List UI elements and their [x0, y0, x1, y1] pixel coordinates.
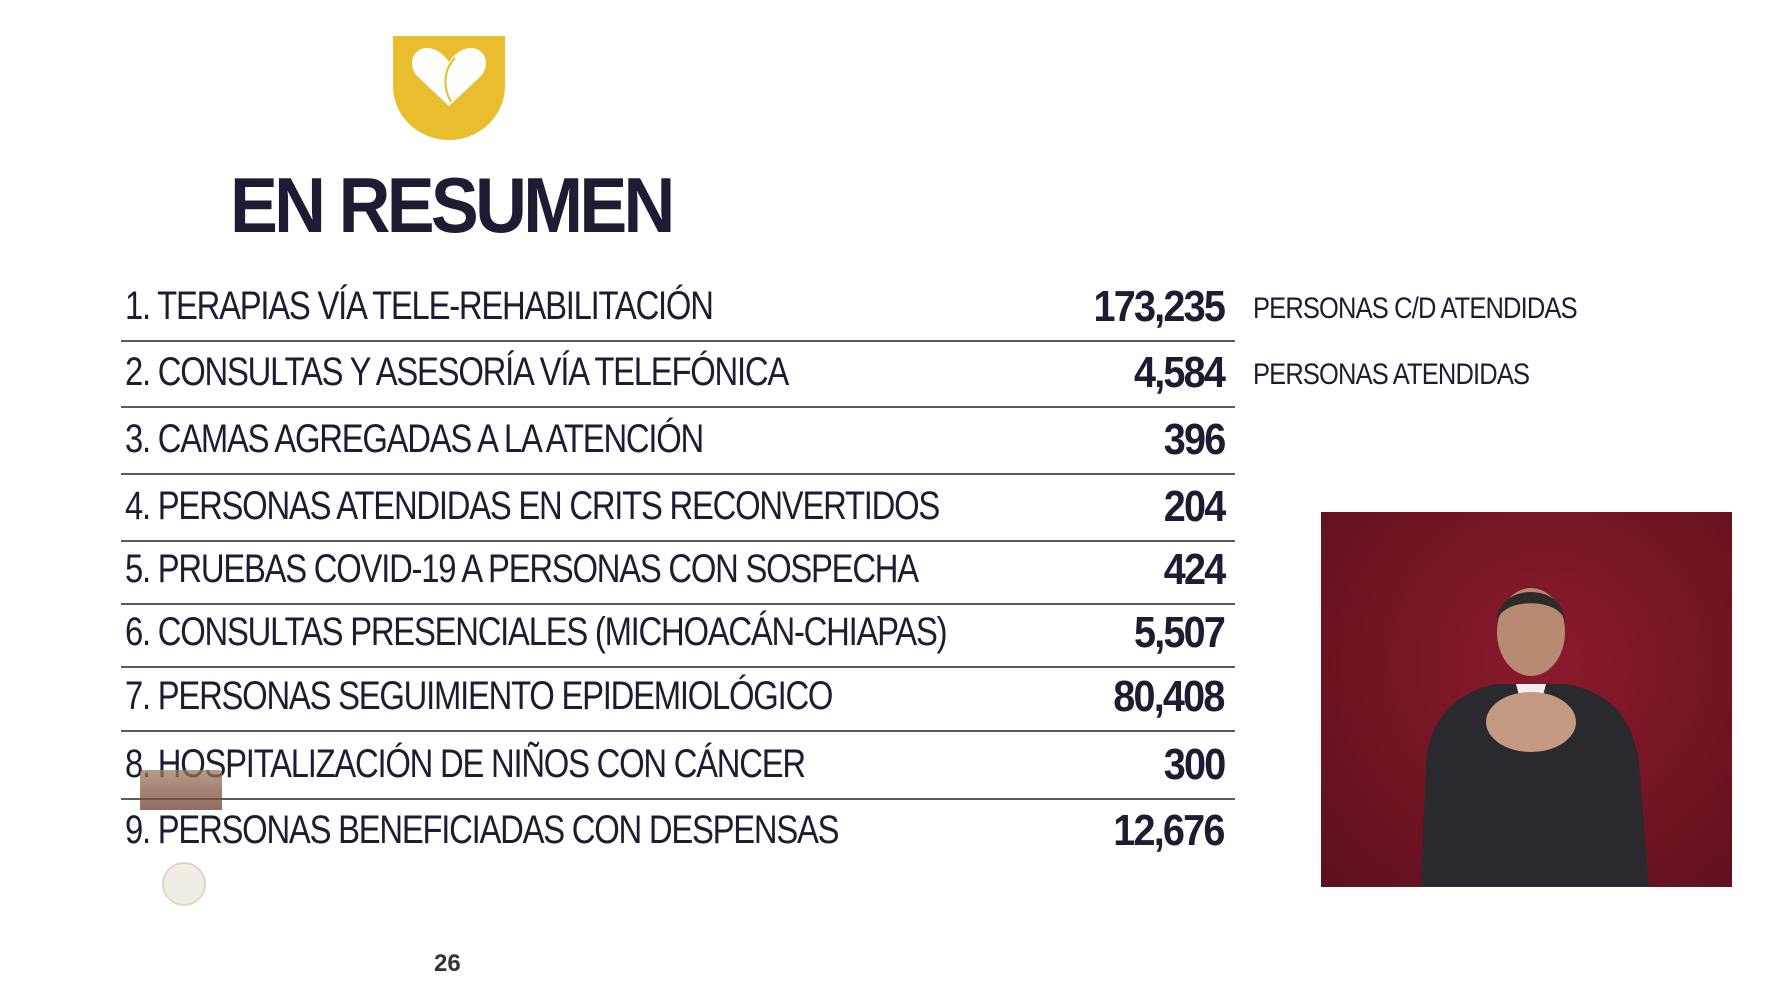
table-row: 8. HOSPITALIZACIÓN DE NIÑOS CON CÁNCER 30…	[121, 734, 1235, 800]
row-divider	[121, 666, 1235, 668]
row-value: 4,584	[1133, 348, 1226, 397]
row-divider	[121, 603, 1235, 605]
row-value: 204	[1163, 482, 1225, 531]
row-label: 8. HOSPITALIZACIÓN DE NIÑOS CON CÁNCER	[125, 742, 806, 786]
table-row: 4. PERSONAS ATENDIDAS EN CRITS RECONVERT…	[121, 476, 1235, 542]
row-value: 80,408	[1113, 672, 1226, 721]
sign-language-interpreter-video	[1321, 512, 1732, 887]
row-unit: PERSONAS C/D ATENDIDAS	[1253, 292, 1578, 325]
row-divider	[121, 798, 1235, 800]
page-number: 26	[434, 950, 461, 977]
row-unit: PERSONAS ATENDIDAS	[1253, 358, 1530, 391]
page-title: EN RESUMEN	[230, 161, 675, 249]
row-divider	[121, 730, 1235, 732]
heroes-emblem-icon	[140, 770, 222, 810]
row-divider	[121, 406, 1235, 408]
row-divider	[121, 540, 1235, 542]
row-value: 5,507	[1133, 608, 1226, 657]
row-divider	[121, 340, 1235, 342]
row-value: 173,235	[1093, 282, 1225, 331]
row-label: 6. CONSULTAS PRESENCIALES (MICHOACÁN-CHI…	[125, 610, 948, 654]
row-label: 7. PERSONAS SEGUIMIENTO EPIDEMIOLÓGICO	[125, 674, 833, 718]
row-label: 3. CAMAS AGREGADAS A LA ATENCIÓN	[125, 417, 704, 461]
row-value: 12,676	[1113, 806, 1226, 855]
table-row: 6. CONSULTAS PRESENCIALES (MICHOACÁN-CHI…	[121, 602, 1235, 668]
table-row: 9. PERSONAS BENEFICIADAS CON DESPENSAS 12…	[121, 800, 1235, 866]
row-divider	[121, 473, 1235, 475]
row-value: 396	[1163, 415, 1225, 464]
row-label: 1. TERAPIAS VÍA TELE-REHABILITACIÓN	[125, 284, 714, 328]
table-row: 3. CAMAS AGREGADAS A LA ATENCIÓN 396	[121, 409, 1235, 475]
row-label: 5. PRUEBAS COVID-19 A PERSONAS CON SOSPE…	[125, 547, 919, 591]
heart-hands-shield-logo	[393, 36, 505, 140]
national-seal-icon	[162, 862, 206, 906]
row-value: 424	[1163, 545, 1225, 594]
row-label: 9. PERSONAS BENEFICIADAS CON DESPENSAS	[125, 808, 840, 852]
table-row: 7. PERSONAS SEGUIMIENTO EPIDEMIOLÓGICO 80…	[121, 666, 1235, 732]
table-row: 5. PRUEBAS COVID-19 A PERSONAS CON SOSPE…	[121, 539, 1235, 605]
row-label: 2. CONSULTAS Y ASESORÍA VÍA TELEFÓNICA	[125, 350, 789, 394]
table-row: 1. TERAPIAS VÍA TELE-REHABILITACIÓN 173,2…	[121, 276, 1235, 342]
table-row: 2. CONSULTAS Y ASESORÍA VÍA TELEFÓNICA 4,…	[121, 342, 1235, 408]
row-value: 300	[1163, 740, 1225, 789]
row-label: 4. PERSONAS ATENDIDAS EN CRITS RECONVERT…	[125, 484, 940, 528]
